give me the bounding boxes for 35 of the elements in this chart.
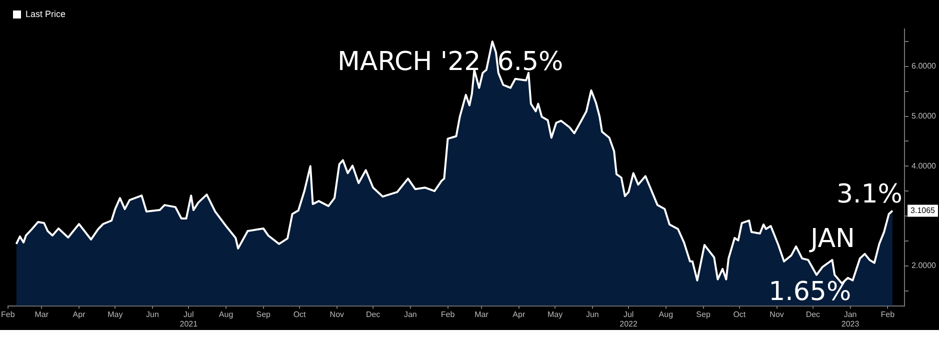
annotation: 1.65% <box>768 277 852 308</box>
x-tick-label: Dec <box>366 310 380 319</box>
x-tick-label: Dec <box>806 310 820 319</box>
x-tick-label: Mar <box>474 310 489 319</box>
x-tick-label: Jul 2022 <box>620 310 638 328</box>
annotation: JAN <box>808 224 855 254</box>
x-tick-label: Oct <box>293 310 307 319</box>
legend-label: Last Price <box>26 8 66 19</box>
x-tick-label: Nov <box>770 310 784 319</box>
y-tick-label: 2.0000 <box>912 261 937 270</box>
y-tick-label: 4.0000 <box>912 161 937 170</box>
x-tick-label: Aug <box>218 310 234 319</box>
x-tick-label: Feb <box>0 310 16 319</box>
x-tick-label: Jun <box>586 310 599 319</box>
x-tick-label: Feb <box>880 310 896 319</box>
y-tick-label: 6.0000 <box>912 62 937 71</box>
x-tick-label: Aug <box>658 310 674 319</box>
x-tick-label: Apr <box>72 310 86 319</box>
annotation: 3.1% <box>836 179 903 210</box>
annotation: MARCH '22 6.5% <box>337 47 564 78</box>
x-tick-label: Sep <box>256 310 272 319</box>
x-tick-label: Oct <box>733 310 746 319</box>
y-tick-label: 5.0000 <box>912 111 937 120</box>
x-tick-label: May <box>108 310 123 319</box>
x-tick-label: Sep <box>696 310 711 319</box>
x-tick-label: Feb <box>440 310 456 319</box>
x-tick-label: Jan <box>404 310 417 319</box>
annotation: 3.1065 <box>910 206 936 215</box>
x-tick-label: May <box>547 310 563 319</box>
x-tick-label: Apr <box>512 310 526 319</box>
x-tick-label: Mar <box>34 310 49 319</box>
x-tick-label: Jun <box>146 310 159 319</box>
x-tick-label: Jan 2023 <box>841 310 860 328</box>
x-tick-label: Jul 2021 <box>180 310 198 328</box>
x-tick-label: Nov <box>330 310 344 319</box>
